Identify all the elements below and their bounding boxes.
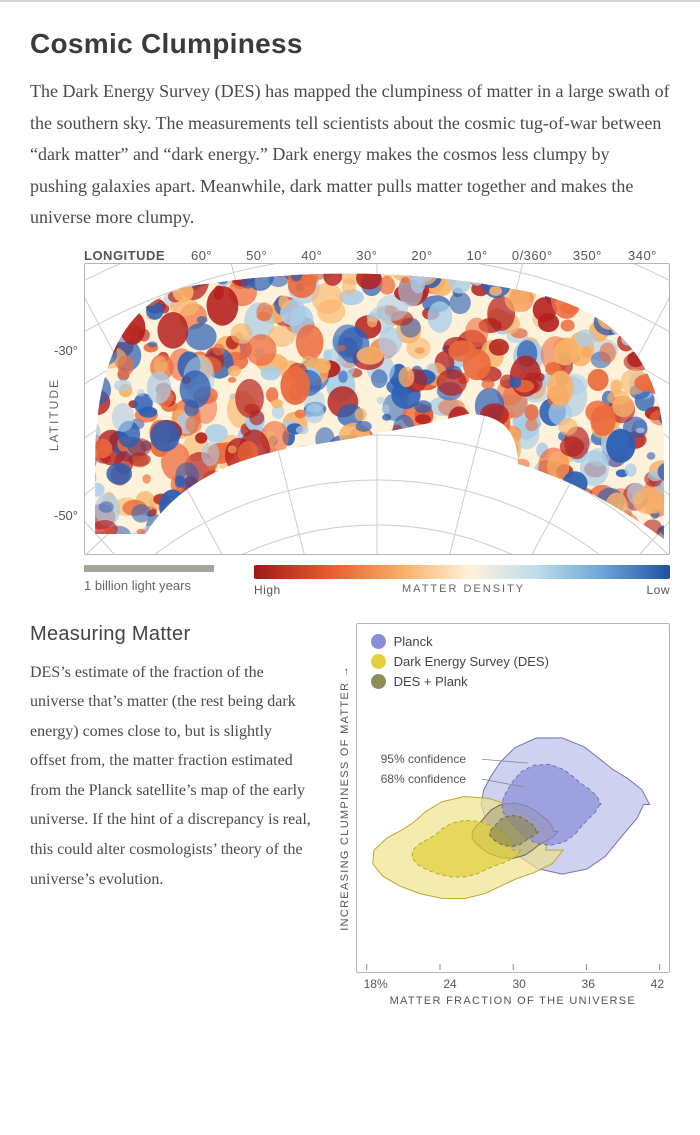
chart-x-ticks: 18% 24 30 36 42: [334, 973, 670, 991]
confidence-label-95: 95% confidence: [381, 752, 466, 766]
page-title: Cosmic Clumpiness: [30, 28, 670, 60]
lon-tick: 0/360°: [505, 248, 560, 263]
lat-tick: -50°: [30, 508, 78, 523]
lon-tick: 40°: [284, 248, 339, 263]
sky-map-figure: LONGITUDE 60° 50° 40° 30° 20° 10° 0/360°…: [30, 248, 670, 597]
legend-label: DES + Plank: [394, 674, 468, 689]
x-tick: 36: [582, 977, 595, 991]
x-tick: 42: [651, 977, 664, 991]
legend-swatch: [371, 654, 386, 669]
lon-tick: 30°: [339, 248, 394, 263]
legend-item: DES + Plank: [371, 674, 549, 689]
legend-swatch: [371, 634, 386, 649]
lon-tick: 10°: [450, 248, 505, 263]
longitude-ticks: LONGITUDE 60° 50° 40° 30° 20° 10° 0/360°…: [30, 248, 670, 263]
x-tick: 24: [443, 977, 456, 991]
legend-swatch: [371, 674, 386, 689]
section-body: DES’s estimate of the fraction of the un…: [30, 658, 312, 895]
scale-bar: 1 billion light years: [84, 565, 214, 593]
color-bar-gradient: [254, 565, 670, 579]
confidence-label-68: 68% confidence: [381, 772, 466, 786]
section-heading: Measuring Matter: [30, 623, 312, 646]
confidence-chart-plot: Planck Dark Energy Survey (DES) DES + Pl…: [356, 623, 670, 973]
intro-paragraph: The Dark Energy Survey (DES) has mapped …: [30, 76, 670, 234]
colorbar-mid-label: MATTER DENSITY: [402, 583, 525, 597]
lat-tick: -30°: [30, 343, 78, 358]
x-tick: 30: [512, 977, 525, 991]
colorbar-right-label: Low: [646, 583, 670, 597]
latitude-axis-label: LATITUDE: [47, 378, 61, 451]
x-tick: 18%: [364, 977, 388, 991]
chart-x-axis-label: MATTER FRACTION OF THE UNIVERSE: [334, 995, 670, 1007]
lon-tick: 50°: [229, 248, 284, 263]
scale-bar-line: [84, 565, 214, 572]
legend-label: Planck: [394, 634, 433, 649]
legend-label: Dark Energy Survey (DES): [394, 654, 549, 669]
scale-bar-label: 1 billion light years: [84, 578, 214, 593]
legend-item: Dark Energy Survey (DES): [371, 654, 549, 669]
sky-map-svg: [85, 264, 669, 554]
lon-tick: 20°: [394, 248, 449, 263]
confidence-chart-figure: INCREASING CLUMPINESS OF MATTER → Planck…: [334, 623, 670, 1007]
colorbar-left-label: High: [254, 583, 281, 597]
lon-tick: 350°: [560, 248, 615, 263]
longitude-axis-label: LONGITUDE: [84, 248, 174, 263]
lon-tick: 60°: [174, 248, 229, 263]
chart-y-axis-label: INCREASING CLUMPINESS OF MATTER →: [339, 665, 351, 931]
legend-item: Planck: [371, 634, 549, 649]
chart-legend: Planck Dark Energy Survey (DES) DES + Pl…: [371, 634, 549, 694]
lon-tick: 340°: [615, 248, 670, 263]
color-bar: High MATTER DENSITY Low: [254, 565, 670, 597]
sky-map-plot: [84, 263, 670, 555]
